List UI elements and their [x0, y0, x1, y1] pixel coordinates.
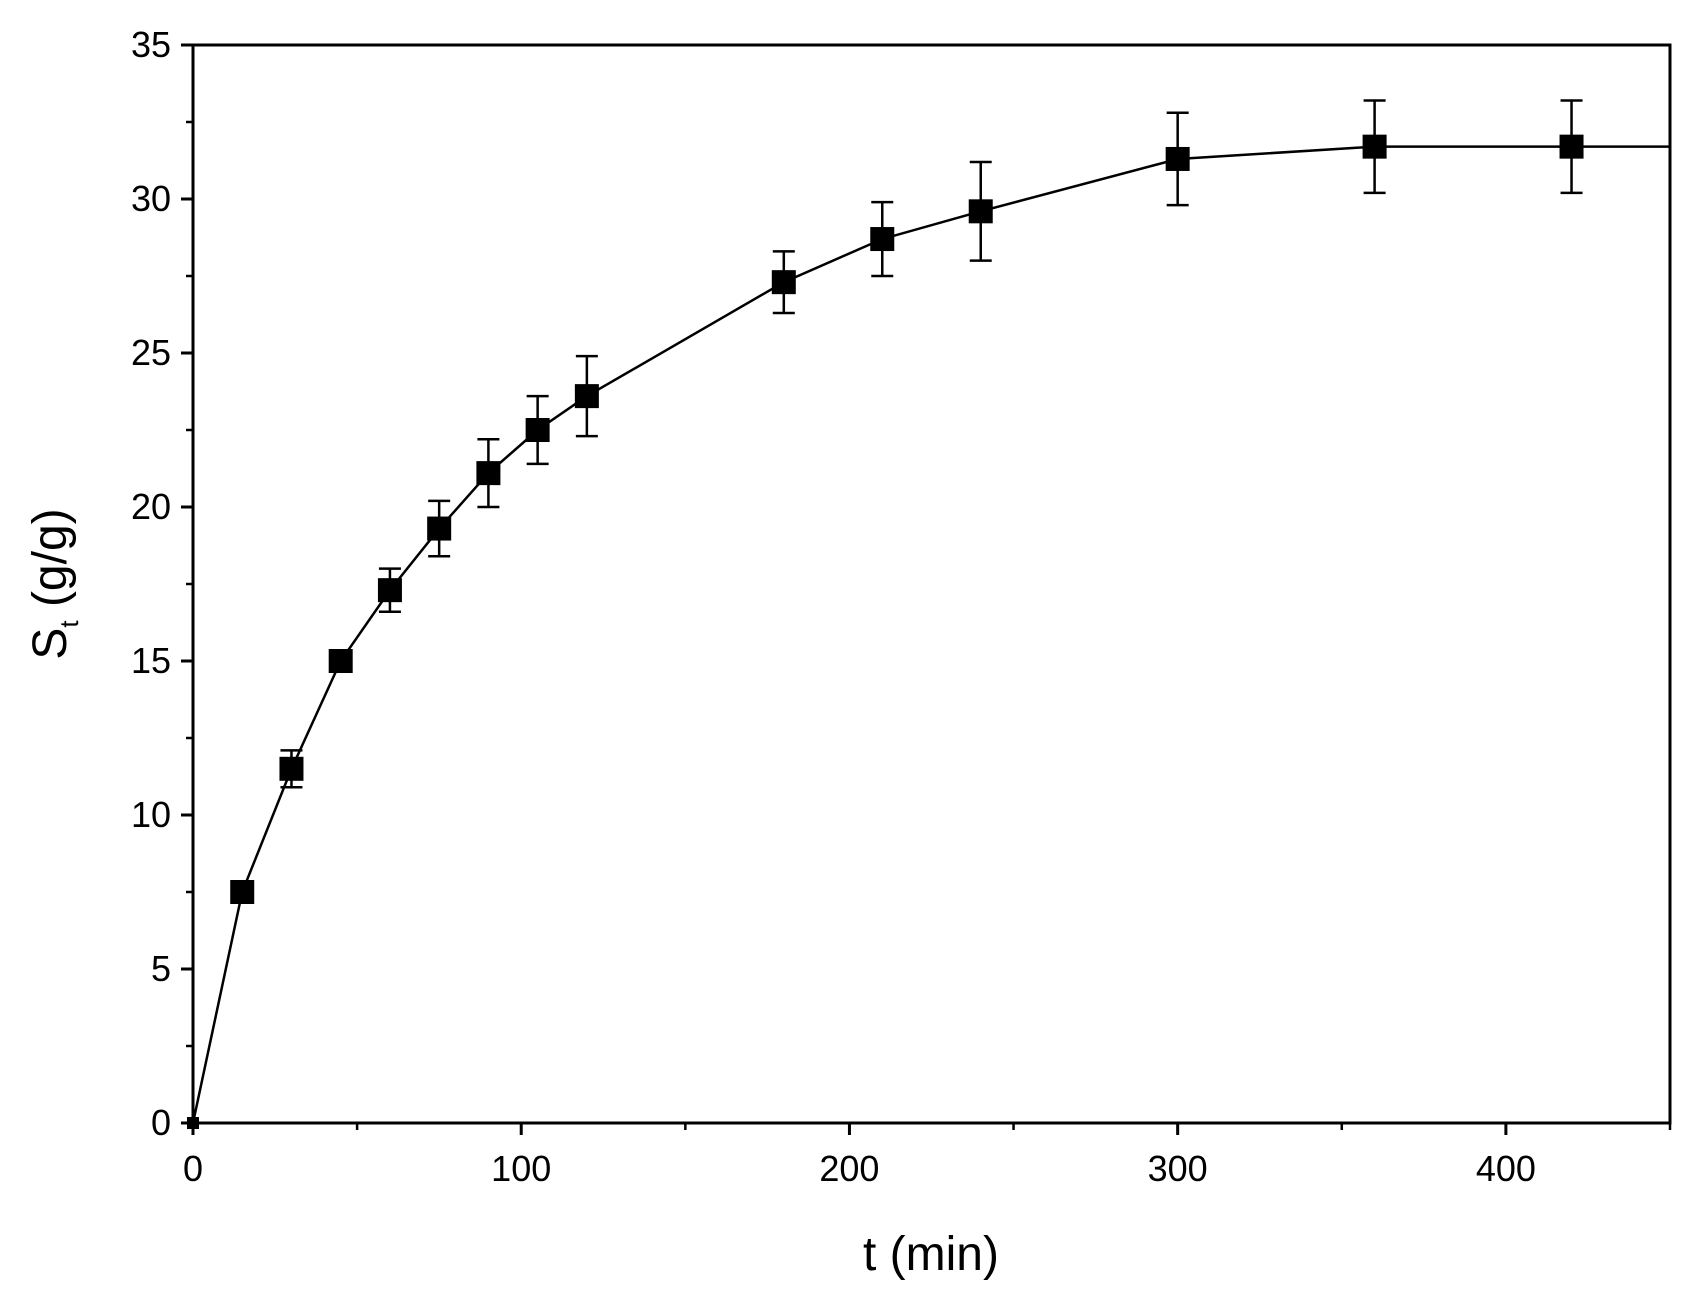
plot-frame	[191, 43, 1672, 1125]
x-tick-label: 300	[1148, 1148, 1208, 1189]
data-point	[377, 578, 402, 603]
series-line	[191, 145, 1670, 1124]
x-tick-label: 400	[1476, 1148, 1536, 1189]
data-point	[1362, 134, 1387, 159]
y-tick-label: 5	[151, 948, 171, 989]
y-axis-title-unit: (g/g)	[24, 508, 77, 620]
data-point	[279, 756, 304, 781]
data-point	[525, 418, 550, 442]
y-axis: 0 5 10 15 20 25 30 35	[131, 24, 193, 1143]
data-point	[187, 1117, 199, 1129]
x-tick-label: 100	[491, 1148, 551, 1189]
data-point	[476, 461, 501, 486]
data-series	[187, 99, 1670, 1129]
data-point	[771, 270, 796, 295]
data-point	[230, 880, 255, 904]
y-axis-title: St (g/g)	[24, 508, 84, 659]
data-point	[574, 384, 599, 409]
y-tick-label: 25	[131, 332, 171, 373]
data-point	[328, 649, 353, 673]
data-point	[968, 199, 993, 224]
x-tick-label: 0	[183, 1148, 203, 1189]
y-axis-title-subscript: t	[54, 620, 84, 628]
y-tick-label: 0	[151, 1102, 171, 1143]
y-tick-label: 15	[131, 640, 171, 681]
x-axis: 0 100 200 300 400	[183, 1123, 1672, 1189]
y-tick-label: 20	[131, 486, 171, 527]
x-axis-title: t (min)	[863, 1228, 999, 1281]
data-point	[870, 227, 895, 252]
data-point	[1165, 146, 1190, 171]
y-tick-label: 35	[131, 24, 171, 65]
y-axis-title-main: S	[24, 628, 77, 660]
data-point	[1559, 134, 1584, 159]
y-tick-label: 10	[131, 794, 171, 835]
y-tick-label: 30	[131, 178, 171, 219]
data-point	[427, 516, 452, 541]
x-tick-label: 200	[819, 1148, 879, 1189]
